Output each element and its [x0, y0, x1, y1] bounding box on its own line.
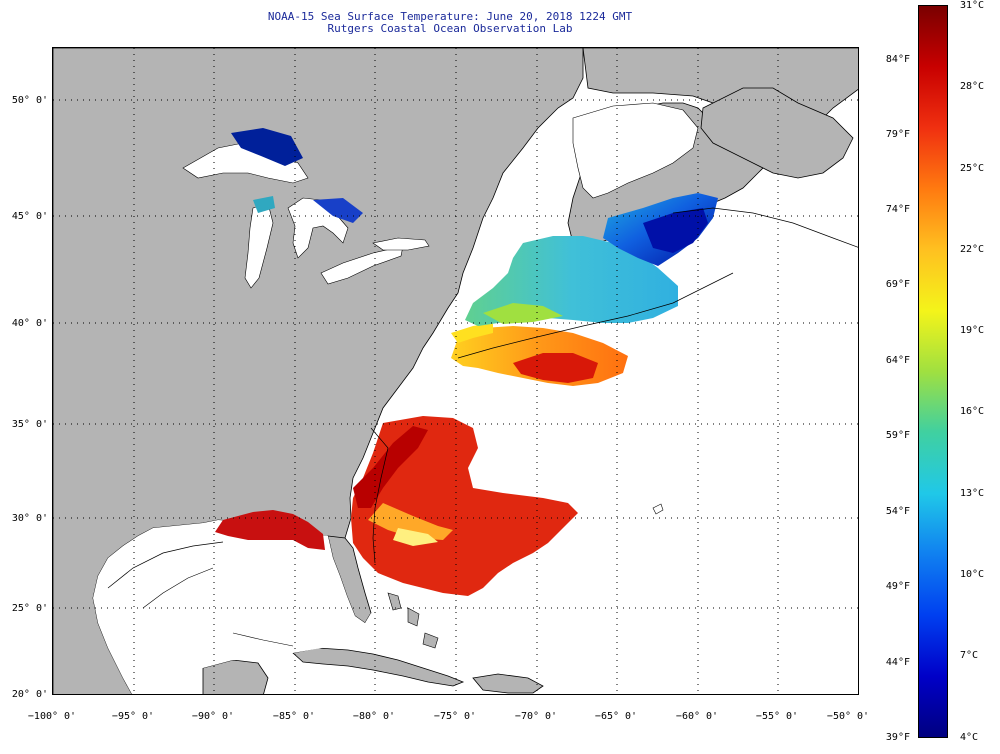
cb-fahrenheit-44: 44°F — [885, 657, 910, 668]
lat-label-20: 20° 0' — [11, 689, 48, 700]
cb-celsius-19: 19°C — [960, 325, 985, 336]
chart-subtitle: Rutgers Coastal Ocean Observation Lab — [327, 22, 573, 35]
cb-celsius-22: 22°C — [960, 244, 985, 255]
cb-fahrenheit-54: 54°F — [885, 506, 910, 517]
lat-label-45: 45° 0' — [11, 211, 48, 222]
map-svg — [53, 48, 858, 694]
lon-label-85: −85° 0' — [272, 711, 316, 722]
lat-label-35: 35° 0' — [11, 419, 48, 430]
lon-label-75: −75° 0' — [433, 711, 477, 722]
cb-fahrenheit-69: 69°F — [885, 279, 910, 290]
cb-celsius-28: 28°C — [960, 81, 985, 92]
cb-fahrenheit-49: 49°F — [885, 581, 910, 592]
temperature-colorbar — [918, 5, 948, 738]
lon-label-55: −55° 0' — [755, 711, 799, 722]
cb-celsius-25: 25°C — [960, 163, 985, 174]
lat-label-40: 40° 0' — [11, 318, 48, 329]
cb-fahrenheit-59: 59°F — [885, 430, 910, 441]
cb-celsius-10: 10°C — [960, 569, 985, 580]
sst-map — [52, 47, 859, 695]
cb-celsius-13: 13°C — [960, 488, 985, 499]
chart-title: NOAA-15 Sea Surface Temperature: June 20… — [267, 10, 633, 23]
lon-label-95: −95° 0' — [111, 711, 155, 722]
cb-fahrenheit-84: 84°F — [885, 54, 910, 65]
lon-label-60: −60° 0' — [675, 711, 719, 722]
cb-fahrenheit-64: 64°F — [885, 355, 910, 366]
cb-fahrenheit-39: 39°F — [885, 732, 910, 743]
cb-fahrenheit-79: 79°F — [885, 129, 910, 140]
cb-fahrenheit-74: 74°F — [885, 204, 910, 215]
cb-celsius-4: 4°C — [960, 732, 979, 743]
lat-label-25: 25° 0' — [11, 603, 48, 614]
great-lakes — [182, 128, 430, 289]
land-north-america — [53, 48, 858, 694]
cb-celsius-31: 31°C — [960, 0, 985, 11]
gulf-coast-sst — [215, 510, 325, 550]
lon-label-80: −80° 0' — [352, 711, 396, 722]
cb-celsius-16: 16°C — [960, 406, 985, 417]
lon-label-90: −90° 0' — [191, 711, 235, 722]
lat-label-50: 50° 0' — [11, 95, 48, 106]
lon-label-50: −50° 0' — [826, 711, 870, 722]
sst-southeast-warm — [351, 416, 578, 596]
lon-label-70: −70° 0' — [514, 711, 558, 722]
cb-celsius-7: 7°C — [960, 650, 979, 661]
lat-label-30: 30° 0' — [11, 513, 48, 524]
sst-new-england — [465, 236, 678, 326]
lon-label-65: −65° 0' — [594, 711, 638, 722]
graticule — [53, 48, 858, 694]
lon-label-100: −100° 0' — [27, 711, 77, 722]
